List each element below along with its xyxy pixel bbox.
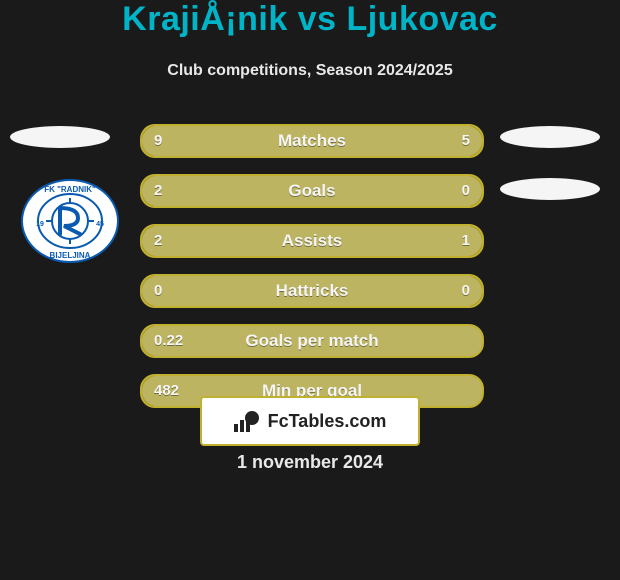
stat-bar-fill-right <box>312 276 482 306</box>
stat-bar: Goals per match0.22 <box>140 324 484 358</box>
stat-bar-fill-left <box>142 126 360 156</box>
badge-bottom-text: BIJELJINA <box>50 251 91 260</box>
stat-bar: Goals20 <box>140 174 484 208</box>
stat-bar-fill-left <box>142 326 482 356</box>
page-title: KrajiÅ¡nik vs Ljukovac <box>0 0 620 39</box>
stat-bar-value-left: 2 <box>154 176 162 206</box>
stat-bar-value-left: 0 <box>154 276 162 306</box>
stat-bar: Hattricks00 <box>140 274 484 308</box>
blank-badge-right-2 <box>500 178 600 200</box>
date-line: 1 november 2024 <box>0 452 620 473</box>
stat-bar-value-left: 2 <box>154 226 162 256</box>
stat-bar-fill-right <box>407 176 482 206</box>
page-subtitle: Club competitions, Season 2024/2025 <box>0 62 620 80</box>
page-root: KrajiÅ¡nik vs Ljukovac Club competitions… <box>0 0 620 580</box>
club-badge-icon: FK "RADNIK" BIJELJINA 19 45 <box>20 178 120 264</box>
stat-bar-value-left: 9 <box>154 126 162 156</box>
badge-top-text: FK "RADNIK" <box>44 185 96 194</box>
stat-bar-value-right: 0 <box>462 276 470 306</box>
stat-bar-fill-left <box>142 276 312 306</box>
badge-year-left: 19 <box>36 221 44 228</box>
stat-bar-fill-left <box>142 226 346 256</box>
club-badge: FK "RADNIK" BIJELJINA 19 45 <box>20 178 120 264</box>
fctables-text: FcTables.com <box>268 411 387 432</box>
fctables-logo-icon <box>234 410 260 432</box>
stat-bar: Assists21 <box>140 224 484 258</box>
blank-badge-left <box>10 126 110 148</box>
stat-bar-value-left: 0.22 <box>154 326 183 356</box>
stat-bar-fill-left <box>142 176 407 206</box>
stat-bar-value-left: 482 <box>154 376 179 406</box>
stat-bar-value-right: 5 <box>462 126 470 156</box>
blank-badge-right-1 <box>500 126 600 148</box>
stat-bar-value-right: 0 <box>462 176 470 206</box>
stat-bar: Matches95 <box>140 124 484 158</box>
fctables-banner[interactable]: FcTables.com <box>200 396 420 446</box>
stat-bar-list: Matches95Goals20Assists21Hattricks00Goal… <box>140 124 480 424</box>
badge-year-right: 45 <box>96 221 104 228</box>
stat-bar-value-right: 1 <box>462 226 470 256</box>
